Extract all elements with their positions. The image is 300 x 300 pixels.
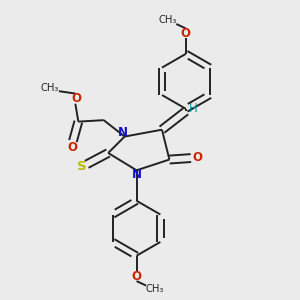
- Text: O: O: [132, 269, 142, 283]
- Text: O: O: [181, 27, 191, 40]
- Text: O: O: [68, 140, 77, 154]
- Text: H: H: [189, 102, 197, 115]
- Text: CH₃: CH₃: [159, 15, 177, 26]
- Text: O: O: [193, 151, 202, 164]
- Text: N: N: [118, 126, 128, 139]
- Text: CH₃: CH₃: [146, 284, 164, 294]
- Text: N: N: [132, 168, 142, 181]
- Text: O: O: [71, 92, 81, 105]
- Text: S: S: [76, 160, 86, 173]
- Text: CH₃: CH₃: [41, 83, 59, 93]
